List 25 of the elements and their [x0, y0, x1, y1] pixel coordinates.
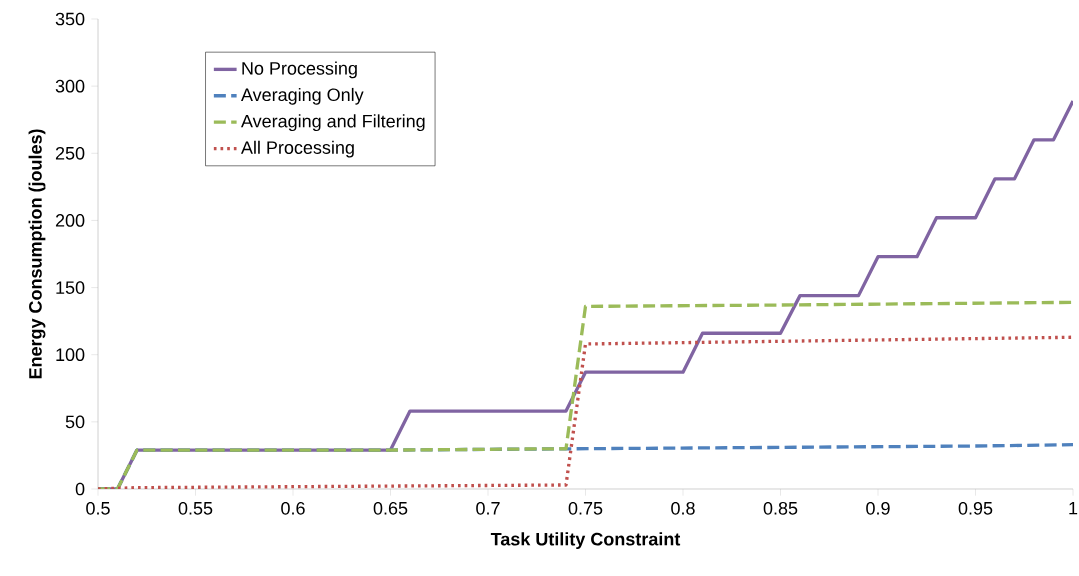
x-tick-label: 0.65	[373, 501, 408, 515]
x-tick-label: 0.7	[476, 501, 500, 515]
y-tick-label: 300	[55, 79, 85, 93]
legend-label: All Processing	[240, 140, 354, 158]
x-tick-label: 0.95	[958, 501, 993, 515]
x-tick-label: 0.6	[281, 501, 305, 515]
y-tick-label: 250	[55, 146, 85, 160]
x-tick-label: 0.8	[671, 501, 695, 515]
y-tick-label: 200	[55, 214, 85, 227]
legend-label: Averaging and Filtering	[240, 114, 425, 132]
x-axis-title: Task Utility Constraint	[490, 532, 681, 550]
x-tick-label: 0.85	[763, 501, 798, 515]
x-tick-label: 0.75	[568, 501, 603, 515]
legend-label: No Processing	[242, 61, 357, 79]
legend-label: Averaging Only	[240, 87, 364, 105]
y-tick-label: 100	[56, 348, 85, 362]
y-tick-label: 150	[56, 281, 85, 294]
x-tick-label: 0.5	[86, 501, 110, 515]
y-tick-label: 350	[55, 12, 85, 26]
x-tick-label: 0.55	[178, 501, 213, 515]
x-tick-label: 1	[1069, 501, 1078, 515]
y-tick-label: 0	[75, 482, 85, 496]
y-axis-title: Energy Consumption (joules)	[28, 129, 46, 379]
y-tick-label: 50	[65, 415, 85, 429]
x-tick-label: 0.9	[866, 501, 890, 515]
